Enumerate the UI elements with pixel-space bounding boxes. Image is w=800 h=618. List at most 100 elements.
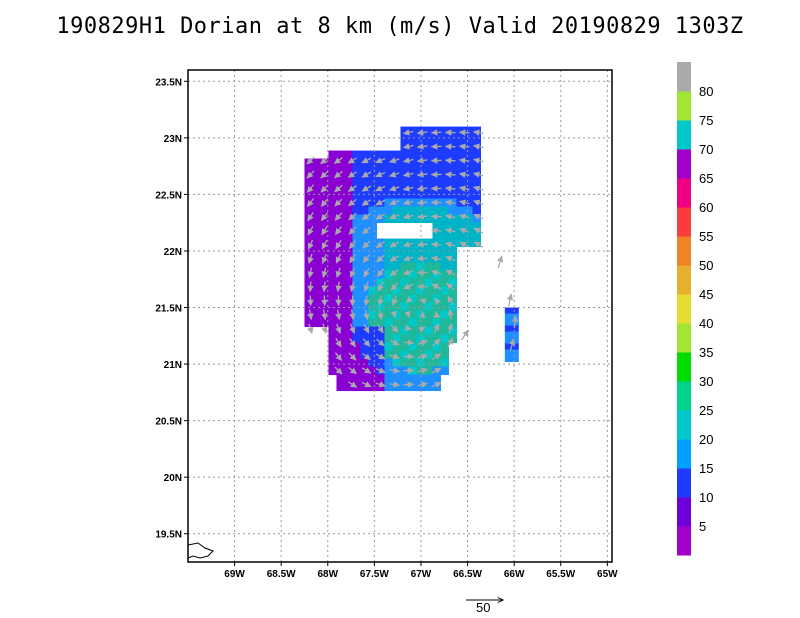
wind-speed-cell bbox=[368, 246, 377, 256]
wind-speed-cell bbox=[408, 350, 417, 360]
wind-speed-cell bbox=[392, 278, 401, 288]
wind-speed-cell bbox=[448, 182, 457, 192]
wind-vector bbox=[348, 226, 357, 235]
wind-speed-cell bbox=[448, 238, 457, 248]
wind-speed-cell bbox=[376, 150, 385, 160]
wind-speed-cell bbox=[384, 166, 393, 176]
wind-speed-cell bbox=[400, 270, 409, 280]
wind-speed-cell bbox=[440, 182, 449, 192]
wind-speed-cell bbox=[328, 174, 337, 184]
wind-speed-cell bbox=[392, 302, 401, 312]
wind-speed-cell bbox=[456, 230, 465, 240]
wind-vector bbox=[402, 129, 414, 136]
wind-vector bbox=[307, 281, 314, 293]
wind-speed-cell bbox=[408, 158, 417, 168]
wind-vector bbox=[348, 212, 357, 221]
wind-speed-cell bbox=[456, 174, 465, 184]
wind-speed-cell bbox=[384, 150, 393, 160]
wind-vector bbox=[458, 185, 470, 192]
wind-vector bbox=[389, 255, 400, 262]
wind-speed-cell bbox=[368, 286, 377, 296]
wind-speed-cell bbox=[336, 174, 345, 184]
wind-speed-cell bbox=[368, 294, 377, 304]
wind-speed-cell bbox=[448, 174, 457, 184]
wind-vector bbox=[307, 225, 314, 236]
wind-vector bbox=[361, 157, 372, 164]
wind-vector bbox=[418, 326, 426, 333]
wind-speed-cell bbox=[440, 134, 449, 144]
outer-band-cell bbox=[504, 325, 519, 333]
wind-vector bbox=[402, 157, 414, 164]
outer-band-cell bbox=[504, 349, 519, 357]
wind-speed-cell bbox=[344, 254, 353, 264]
wind-speed-cell bbox=[408, 174, 417, 184]
wind-speed-cell bbox=[456, 166, 465, 176]
wind-vector bbox=[361, 199, 372, 206]
outer-band-cell bbox=[504, 355, 519, 363]
wind-speed-cell bbox=[392, 270, 401, 280]
wind-speed-cell bbox=[384, 206, 393, 216]
wind-vector bbox=[348, 352, 357, 361]
wind-speed-cell bbox=[408, 278, 417, 288]
wind-speed-cell bbox=[448, 262, 457, 272]
wind-vector bbox=[390, 324, 399, 333]
wind-speed-cell bbox=[328, 318, 337, 328]
wind-vector bbox=[363, 323, 370, 334]
wind-vector bbox=[509, 338, 516, 352]
wind-speed-cell bbox=[312, 182, 321, 192]
wind-speed-cell bbox=[328, 326, 337, 336]
wind-vector bbox=[348, 240, 357, 250]
colorbar-segment bbox=[677, 381, 691, 411]
wind-vector bbox=[375, 199, 386, 206]
wind-speed-cell bbox=[408, 166, 417, 176]
wind-speed-cell bbox=[456, 190, 465, 200]
wind-speed-cell bbox=[408, 142, 417, 152]
wind-speed-cell bbox=[328, 166, 337, 176]
wind-speed-cell bbox=[400, 174, 409, 184]
wind-speed-cell bbox=[432, 302, 441, 312]
wind-vector bbox=[335, 239, 342, 250]
wind-vector bbox=[348, 366, 357, 375]
wind-speed-cell bbox=[368, 302, 377, 312]
wind-speed-cell bbox=[360, 166, 369, 176]
wind-speed-cell bbox=[352, 174, 361, 184]
wind-speed-cell bbox=[416, 358, 425, 368]
wind-speed-cell bbox=[336, 166, 345, 176]
wind-speed-cell bbox=[392, 206, 401, 216]
wind-speed-cell bbox=[400, 334, 409, 344]
colorbar-segment bbox=[677, 526, 691, 556]
wind-vector bbox=[306, 198, 315, 208]
lat-lon-grid bbox=[188, 70, 612, 562]
wind-speed-cell bbox=[384, 294, 393, 304]
wind-vector bbox=[403, 283, 414, 290]
wind-speed-cell bbox=[344, 222, 353, 232]
wind-vector bbox=[375, 185, 386, 192]
wind-speed-cell bbox=[440, 222, 449, 232]
wind-speed-cell bbox=[400, 214, 409, 224]
wind-vector bbox=[431, 269, 442, 276]
wind-speed-cell bbox=[328, 278, 337, 288]
reference-vector: 50 bbox=[466, 600, 503, 615]
wind-speed-cell bbox=[432, 238, 441, 248]
wind-vector bbox=[389, 157, 400, 164]
wind-speed-cell bbox=[312, 206, 321, 216]
wind-vector bbox=[335, 337, 342, 348]
wind-speed-cell bbox=[448, 206, 457, 216]
wind-vector bbox=[377, 281, 384, 292]
wind-speed-cell bbox=[352, 166, 361, 176]
wind-vector bbox=[335, 267, 342, 278]
colorbar-label: 55 bbox=[699, 229, 713, 244]
wind-speed-cell bbox=[400, 134, 409, 144]
wind-speed-cell bbox=[424, 310, 433, 320]
coastline bbox=[187, 542, 214, 559]
colorbar-segment bbox=[677, 178, 691, 208]
wind-speed-cell bbox=[448, 158, 457, 168]
lon-tick-label: 66.5W bbox=[453, 569, 482, 580]
wind-vector bbox=[403, 339, 415, 346]
wind-vector bbox=[361, 367, 372, 374]
wind-speed-cell bbox=[408, 246, 417, 256]
wind-speed-cell bbox=[376, 174, 385, 184]
wind-speed-cell bbox=[400, 310, 409, 320]
wind-speed-cell bbox=[440, 366, 449, 376]
wind-speed-cell bbox=[392, 310, 401, 320]
